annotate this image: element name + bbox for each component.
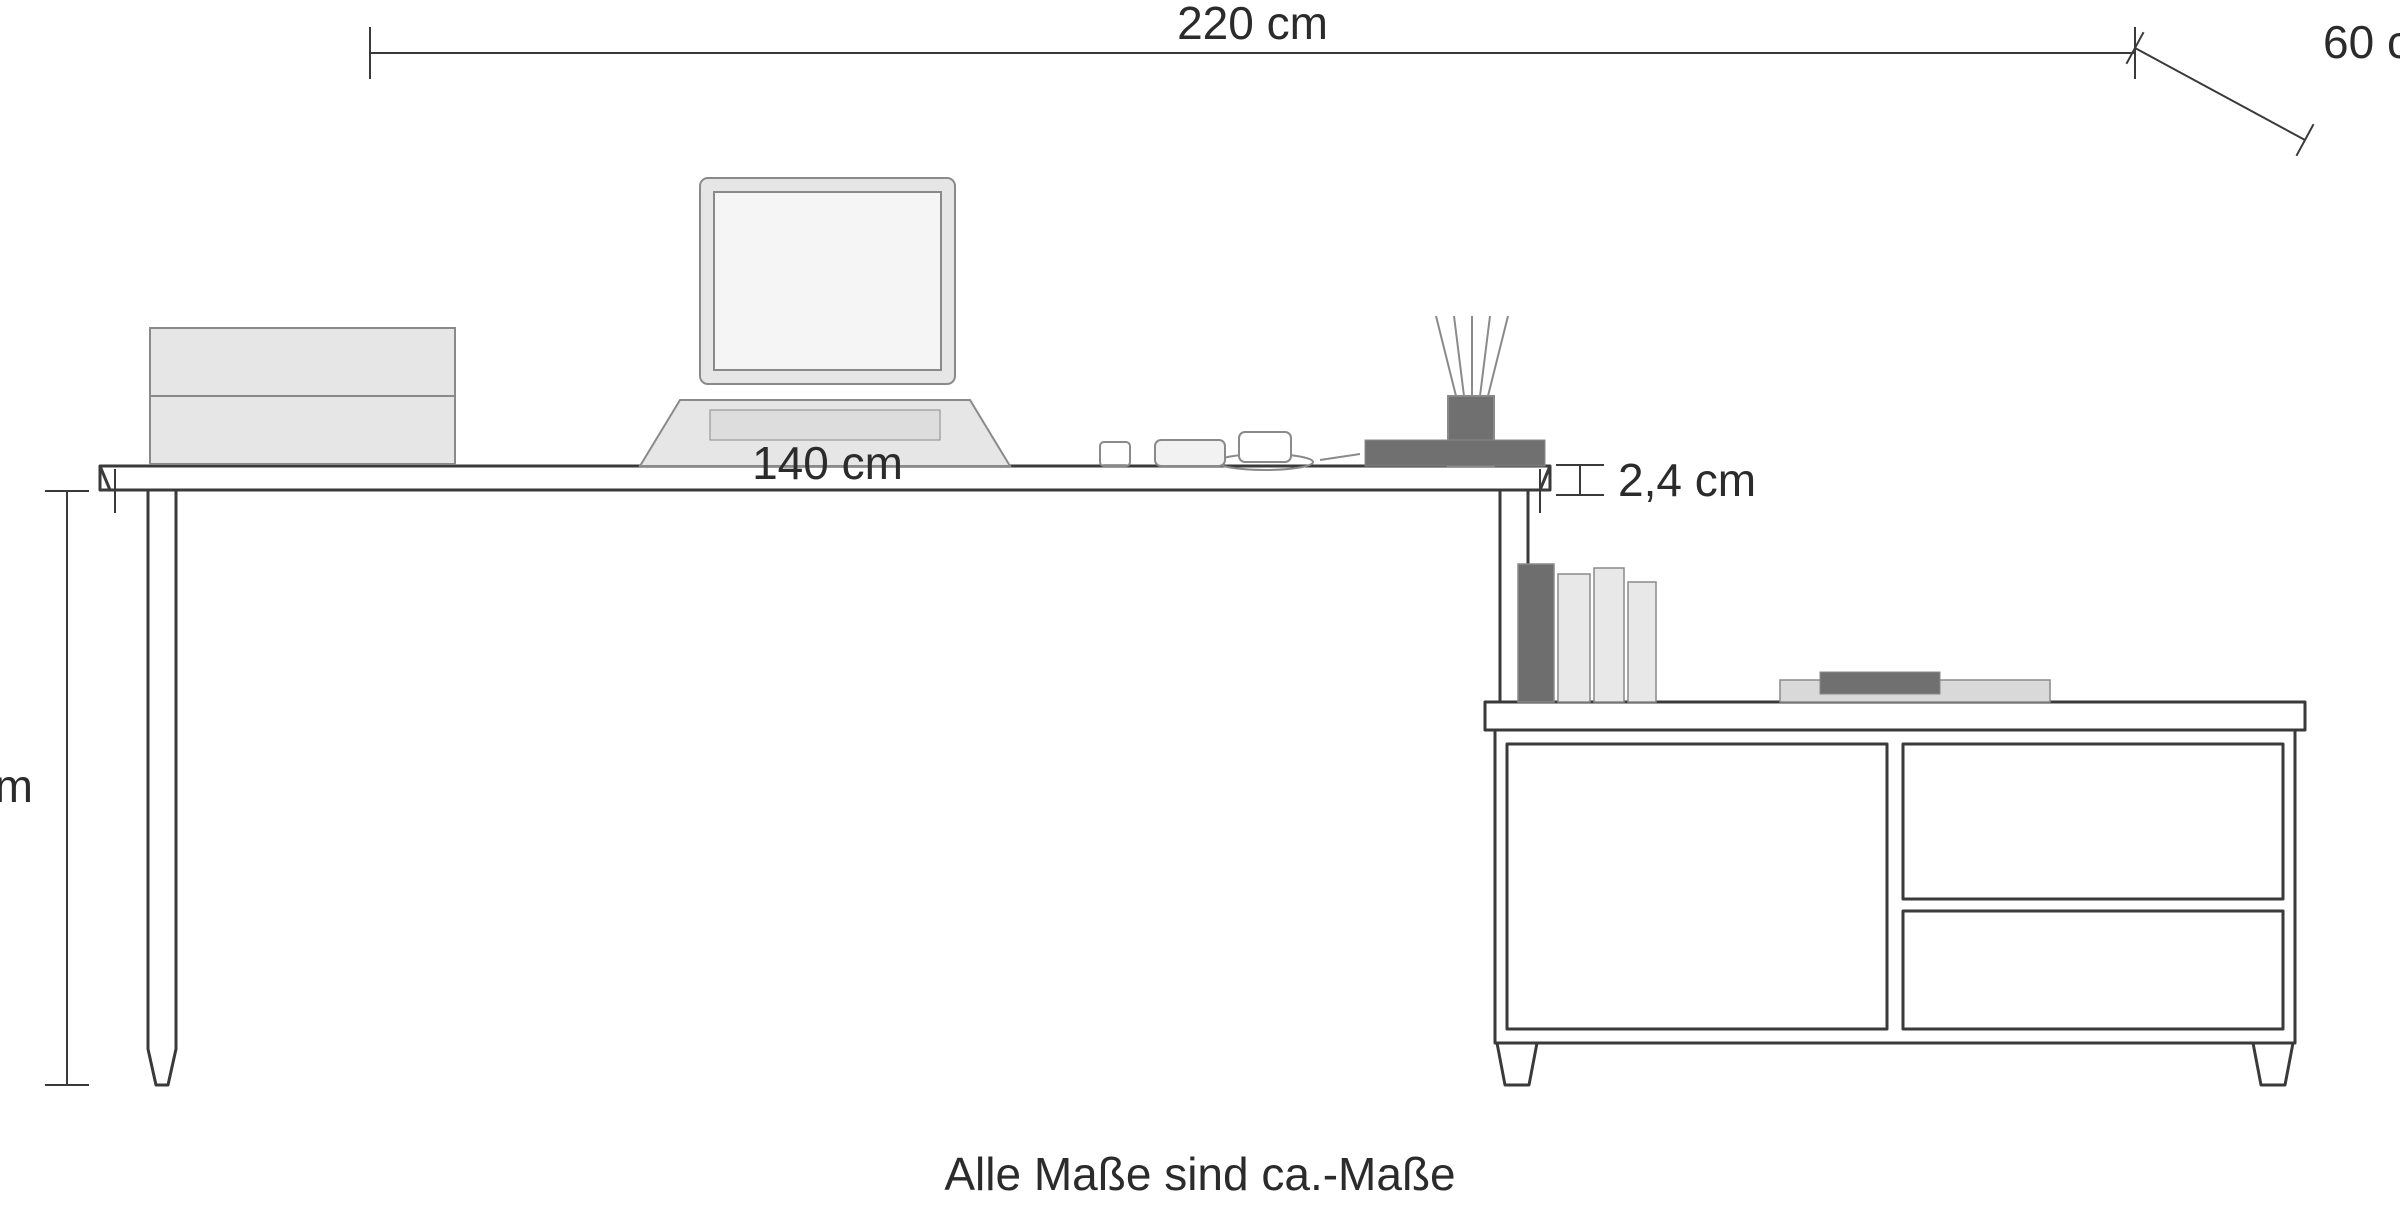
pencil: [1454, 316, 1464, 396]
book: [1518, 564, 1554, 702]
notebook-desk: [1365, 440, 1545, 466]
desk-leg-left: [148, 490, 176, 1085]
book: [1594, 568, 1624, 702]
book: [1558, 574, 1590, 702]
cabinet-drawer-bottom: [1903, 911, 2283, 1029]
cabinet-foot-r: [2253, 1043, 2293, 1085]
book: [1628, 582, 1656, 702]
dim-depth-cap-b: [2296, 124, 2313, 156]
paper-tray-bottom: [150, 396, 455, 464]
laptop-display: [714, 192, 941, 370]
dim-depth-line: [2135, 48, 2305, 140]
pencil: [1488, 316, 1508, 396]
watch-icon: [1100, 442, 1130, 466]
pen-icon: [1320, 454, 1360, 460]
dim-height-label: 76 cm: [0, 760, 33, 812]
dim-depth-label: 60 cm: [2323, 16, 2400, 68]
phone-icon: [1155, 440, 1225, 466]
cabinet-door: [1507, 744, 1887, 1029]
pencil: [1480, 316, 1490, 396]
dim-thickness-label: 2,4 cm: [1618, 454, 1756, 506]
notebook-cabinet-2: [1820, 672, 1940, 694]
cabinet-foot-l: [1497, 1043, 1537, 1085]
laptop-keyboard: [710, 410, 940, 440]
caption-text: Alle Maße sind ca.-Maße: [944, 1148, 1455, 1200]
cabinet-top: [1485, 702, 2305, 730]
coffee-cup: [1239, 432, 1291, 462]
dim-desk-width-label: 140 cm: [752, 437, 903, 489]
pencil: [1436, 316, 1456, 396]
paper-tray-top: [150, 328, 455, 396]
dim-total-width-label: 220 cm: [1177, 0, 1328, 49]
cabinet-drawer-top: [1903, 744, 2283, 899]
